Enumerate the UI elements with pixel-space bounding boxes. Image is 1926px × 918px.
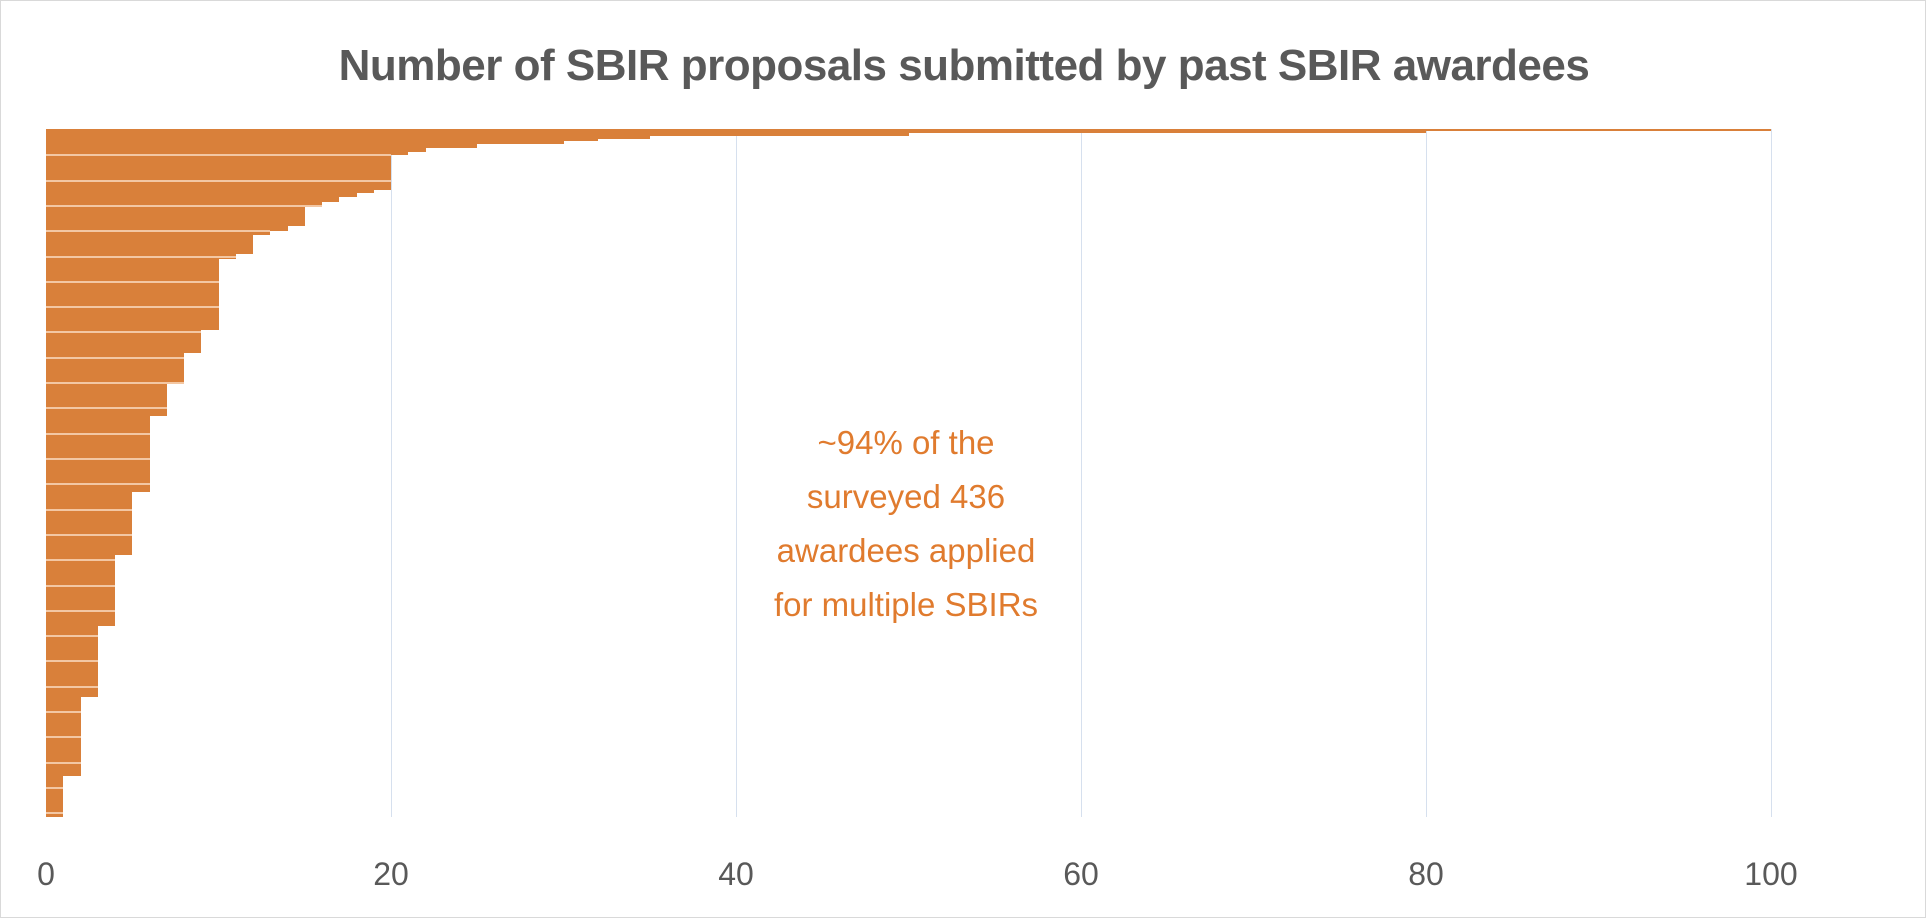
bar-separator	[46, 407, 167, 410]
bar-separator	[46, 230, 271, 233]
bar	[46, 143, 478, 149]
bar	[46, 329, 202, 353]
bar	[46, 234, 253, 255]
bar	[46, 554, 115, 627]
bar-separator	[46, 179, 391, 182]
bar-separator	[46, 559, 115, 562]
bar-separator	[46, 255, 236, 258]
bar	[46, 383, 167, 416]
bar	[46, 138, 598, 141]
bar	[46, 415, 150, 492]
x-tick-label: 20	[373, 856, 409, 892]
bar-separator	[46, 736, 81, 739]
bar	[46, 140, 564, 144]
bar-separator	[46, 331, 202, 334]
bar-separator	[46, 204, 322, 207]
annotation-line: awardees applied	[776, 532, 1036, 569]
gridline	[1426, 129, 1427, 817]
x-tick-label: 0	[37, 856, 55, 892]
annotation-text: ~94% of the surveyed 436 awardees applie…	[741, 416, 1071, 632]
bar	[46, 197, 340, 203]
bar-separator	[46, 306, 219, 309]
plot-area	[46, 129, 1772, 818]
gridline	[391, 129, 392, 817]
bar	[46, 129, 1771, 132]
bar	[46, 775, 64, 818]
bar-separator	[46, 382, 184, 385]
x-tick-label: 80	[1408, 856, 1444, 892]
bar	[46, 135, 650, 139]
bar-separator	[46, 609, 115, 612]
bar-separator	[46, 685, 98, 688]
gridline	[736, 129, 737, 817]
bar-separator	[46, 154, 391, 157]
bar	[46, 230, 271, 236]
bar	[46, 206, 305, 226]
bar	[46, 192, 357, 198]
bar-separator	[46, 584, 115, 587]
bar	[46, 132, 909, 136]
bar-separator	[46, 483, 150, 486]
bar	[46, 258, 219, 331]
bar-separator	[46, 635, 98, 638]
bar-separator	[46, 508, 133, 511]
x-tick-label: 60	[1063, 856, 1099, 892]
bar-series	[46, 129, 1771, 818]
bar	[46, 491, 133, 555]
bar-separator	[46, 711, 81, 714]
annotation-line: ~94% of the	[817, 424, 995, 461]
bar-separator	[46, 812, 64, 815]
bar-separator	[46, 533, 133, 536]
bar-separator	[46, 432, 150, 435]
bar	[46, 154, 391, 190]
bar	[46, 201, 322, 207]
bar-separator	[46, 761, 81, 764]
x-tick-label: 100	[1744, 856, 1798, 892]
annotation-line: surveyed 436	[806, 478, 1006, 515]
bar-separator	[46, 786, 64, 789]
gridline	[1771, 129, 1772, 817]
bar-separator	[46, 280, 219, 283]
bar-separator	[46, 356, 184, 359]
chart-title: Number of SBIR proposals submitted by pa…	[338, 41, 1590, 90]
bar-separator	[46, 660, 98, 663]
bar	[46, 130, 1426, 133]
bar-separator	[46, 457, 150, 460]
bar	[46, 151, 409, 155]
annotation-line: for multiple SBIRs	[773, 586, 1039, 623]
bar	[46, 189, 374, 193]
bar	[46, 225, 288, 231]
bar	[46, 147, 426, 152]
x-tick-label: 40	[718, 856, 754, 892]
gridline	[1081, 129, 1082, 817]
